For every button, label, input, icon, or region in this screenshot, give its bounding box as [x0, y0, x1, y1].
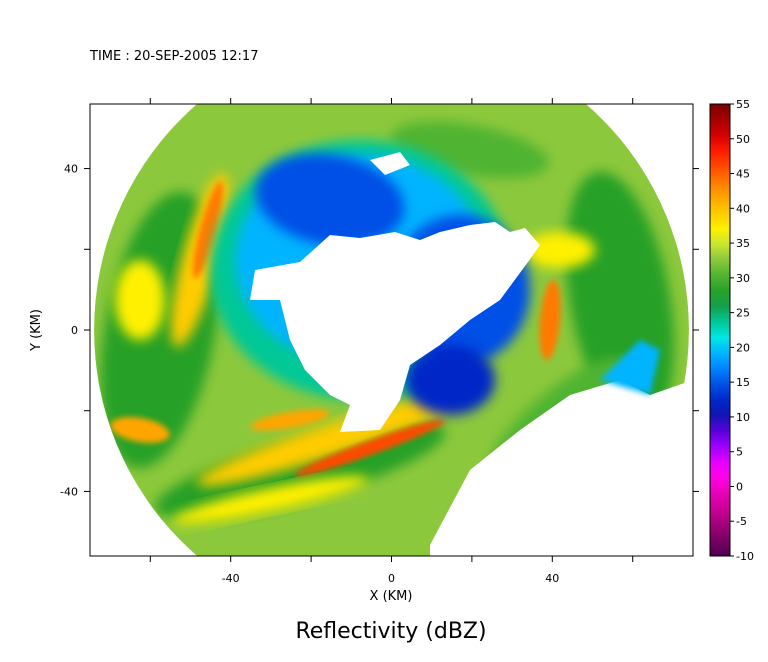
plot-area — [90, 104, 693, 556]
colorbar-tick-label: 10 — [736, 411, 750, 424]
outside-coverage-mask — [90, 104, 693, 556]
x-axis-label: X (KM) — [370, 589, 413, 604]
colorbar-tick-label: 15 — [736, 376, 750, 389]
reflectivity-field — [90, 104, 693, 556]
echo-cell — [539, 280, 561, 360]
no-echo-region — [250, 222, 540, 432]
no-echo-region — [370, 152, 410, 175]
echo-cell — [192, 181, 224, 279]
echo-cell — [600, 340, 660, 395]
colorbar-tick-label: 55 — [736, 98, 750, 111]
colorbar-tick-label: 20 — [736, 341, 750, 354]
colorbar-scale — [710, 104, 730, 556]
colorbar-tick-label: 30 — [736, 272, 750, 285]
y-tick-label: -40 — [60, 485, 78, 498]
x-axis: -40 0 40 — [149, 98, 634, 585]
x-tick-label: 0 — [388, 572, 395, 585]
echo-cell — [196, 394, 464, 486]
echo-cell — [115, 260, 165, 340]
colorbar-frame — [709, 103, 731, 557]
echo-cell — [525, 232, 595, 268]
echo-cell — [255, 153, 405, 247]
chart-title: Reflectivity (dBZ) — [295, 619, 486, 644]
x-tick-label: -40 — [222, 572, 240, 585]
x-tick-label: 40 — [545, 572, 559, 585]
time-label: TIME : 20-SEP-2005 12:17 — [89, 49, 258, 64]
colorbar-tick-label: 45 — [736, 168, 750, 181]
colorbar-tick-label: 25 — [736, 307, 750, 320]
echo-cell — [250, 409, 330, 431]
y-axis: -40 0 40 — [60, 163, 699, 498]
colorbar-tick-label: 50 — [736, 133, 750, 146]
colorbar-tick-label: 40 — [736, 202, 750, 215]
echo-cell — [405, 345, 495, 415]
y-tick-label: 0 — [71, 324, 78, 337]
colorbar-tick-label: 0 — [736, 480, 743, 493]
y-axis-label: Y (KM) — [29, 309, 44, 352]
y-tick-label: 40 — [64, 163, 78, 176]
no-data-region — [430, 380, 693, 556]
echo-cell — [294, 419, 446, 477]
echo-cell — [172, 476, 368, 524]
echo-cell — [110, 417, 170, 443]
colorbar-tick-label: -10 — [736, 550, 754, 563]
colorbar-tick-label: 5 — [736, 446, 743, 459]
colorbar-tick-label: -5 — [736, 515, 747, 528]
colorbar-tick-label: 35 — [736, 237, 750, 250]
